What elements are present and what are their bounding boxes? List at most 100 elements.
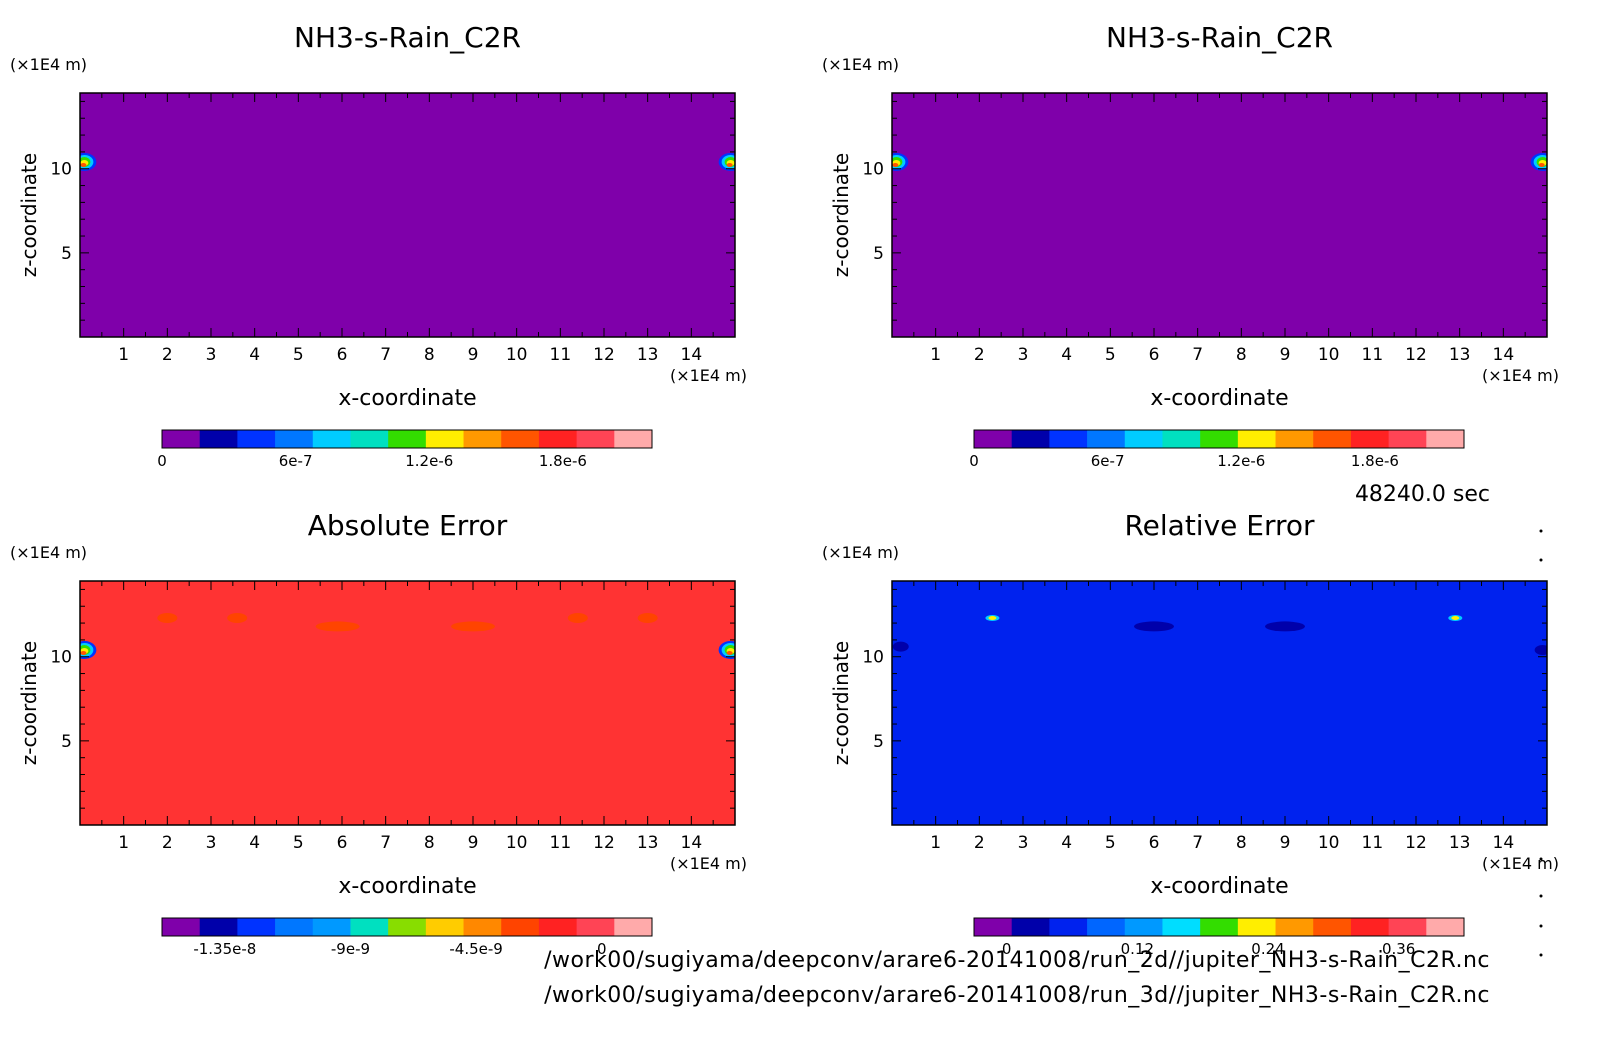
field-background (80, 93, 735, 337)
x-tick-label-10: 10 (506, 345, 528, 365)
x-tick-label-13: 13 (637, 833, 659, 853)
feature-patch (451, 621, 495, 632)
colorbar-swatch-8 (463, 430, 502, 448)
colorbar-swatch-1 (1011, 430, 1050, 448)
x-tick-label-10: 10 (506, 833, 528, 853)
colorbar-swatch-9 (1313, 918, 1352, 936)
colorbar-swatch-3 (1087, 918, 1126, 936)
x-tick-label-5: 5 (293, 345, 304, 365)
x-axis-label: x-coordinate (338, 874, 476, 899)
x-tick-label-8: 8 (1236, 833, 1247, 853)
colorbar-frame (973, 429, 1465, 449)
colorbar-swatch-0 (162, 430, 201, 448)
colorbar-swatch-1 (199, 430, 238, 448)
field-feature-5 (1534, 644, 1547, 655)
field-features (80, 613, 735, 659)
x-axis-unit: (×1E4 m) (1482, 854, 1559, 873)
time-label: 48240.0 sec (1354, 482, 1490, 507)
colorbar-swatch-9 (501, 918, 540, 936)
colorbar-frame (161, 917, 653, 937)
colorbar-swatch-2 (1049, 430, 1088, 448)
x-tick-label-2: 2 (162, 833, 173, 853)
field-feature-5 (451, 621, 495, 632)
x-tick-label-14: 14 (1493, 345, 1515, 365)
colorbar-swatch-12 (1426, 918, 1465, 936)
x-tick-label-11: 11 (1362, 345, 1384, 365)
x-tick-label-14: 14 (681, 833, 703, 853)
field-features (80, 152, 735, 171)
colorbar-swatch-11 (576, 918, 615, 936)
colorbar-swatch-6 (388, 918, 427, 936)
colorbar-tick-label-2: -4.5e-9 (449, 940, 502, 958)
colorbar-swatch-8 (1275, 918, 1314, 936)
colorbar-swatch-10 (538, 430, 578, 448)
colorbar-tick-label-0: 0 (157, 452, 167, 470)
colorbar-swatch-0 (162, 918, 201, 936)
x-tick-label-3: 3 (206, 833, 217, 853)
x-tick-label-6: 6 (337, 345, 348, 365)
x-tick-label-10: 10 (1318, 833, 1340, 853)
feature-patch (892, 641, 909, 652)
colorbar-tick-label-3: 1.8e-6 (1351, 452, 1399, 470)
x-tick-label-9: 9 (1280, 345, 1291, 365)
colorbar-tick-label-0: 0 (969, 452, 979, 470)
x-tick-label-12: 12 (1405, 345, 1427, 365)
x-tick-label-8: 8 (1236, 345, 1247, 365)
y-tick-label-5: 5 (873, 244, 884, 264)
colorbar-swatch-10 (538, 918, 578, 936)
x-tick-label-12: 12 (593, 833, 615, 853)
colorbar: 0 6e-7 1.2e-6 1.8e-6 (969, 429, 1465, 470)
field-feature-4 (892, 641, 909, 652)
x-axis-unit: (×1E4 m) (670, 854, 747, 873)
colorbar-swatch-10 (1350, 430, 1390, 448)
y-axis-unit: (×1E4 m) (822, 55, 899, 74)
x-tick-label-4: 4 (249, 345, 260, 365)
x-tick-label-4: 4 (1061, 833, 1072, 853)
chart-title: NH3-s-Rain_C2R (1106, 21, 1333, 54)
colorbar-tick-label-1: 6e-7 (1091, 452, 1125, 470)
y-axis-unit: (×1E4 m) (10, 55, 87, 74)
colorbar-swatch-11 (1388, 918, 1427, 936)
x-tick-label-13: 13 (1449, 345, 1471, 365)
feature-peak (1451, 616, 1460, 621)
colorbar-tick-label-2: 1.2e-6 (1217, 452, 1265, 470)
x-tick-label-11: 11 (550, 833, 572, 853)
colorbar-swatch-2 (237, 430, 276, 448)
chart-panel-3: Relative Error(×1E4 m)1 2 3 4 5 6 7 8 9 10 11 12 13 1… (822, 509, 1559, 958)
x-tick-label-4: 4 (249, 833, 260, 853)
y-tick-label-10: 10 (862, 648, 884, 668)
y-tick-label-5: 5 (61, 244, 72, 264)
x-tick-label-2: 2 (974, 833, 985, 853)
x-tick-label-6: 6 (337, 833, 348, 853)
colorbar-swatch-6 (1200, 430, 1239, 448)
x-tick-label-9: 9 (1280, 833, 1291, 853)
field-feature-6 (567, 613, 588, 624)
x-tick-label-5: 5 (1105, 345, 1116, 365)
colorbar-swatch-1 (199, 918, 238, 936)
colorbar-swatch-2 (237, 918, 276, 936)
y-axis-label: z-coordinate (17, 641, 41, 765)
x-tick-label-11: 11 (550, 345, 572, 365)
colorbar-swatch-11 (576, 430, 615, 448)
colorbar: -1.35e-8 -9e-9 -4.5e-9 0 (161, 917, 653, 958)
field-feature-2 (1134, 621, 1174, 632)
x-axis-label: x-coordinate (1150, 386, 1288, 411)
x-tick-label-9: 9 (468, 345, 479, 365)
field-feature-1 (718, 640, 735, 659)
x-tick-label-3: 3 (1018, 833, 1029, 853)
file-path-run-3d: /work00/sugiyama/deepconv/arare6-2014100… (544, 983, 1490, 1008)
x-tick-label-1: 1 (930, 833, 941, 853)
margin-dot-3 (1539, 894, 1543, 898)
colorbar-swatch-6 (1200, 918, 1239, 936)
y-tick-label-10: 10 (50, 160, 72, 180)
field-feature-7 (637, 613, 658, 624)
colorbar-tick-label-0: 0 (1002, 940, 1012, 958)
feature-peak (988, 616, 997, 621)
y-tick-label-10: 10 (862, 160, 884, 180)
x-tick-label-14: 14 (681, 345, 703, 365)
feature-patch (1134, 621, 1174, 632)
field-feature-2 (157, 613, 178, 624)
x-tick-label-5: 5 (293, 833, 304, 853)
y-tick-label-10: 10 (50, 648, 72, 668)
colorbar-swatch-7 (1237, 918, 1277, 936)
